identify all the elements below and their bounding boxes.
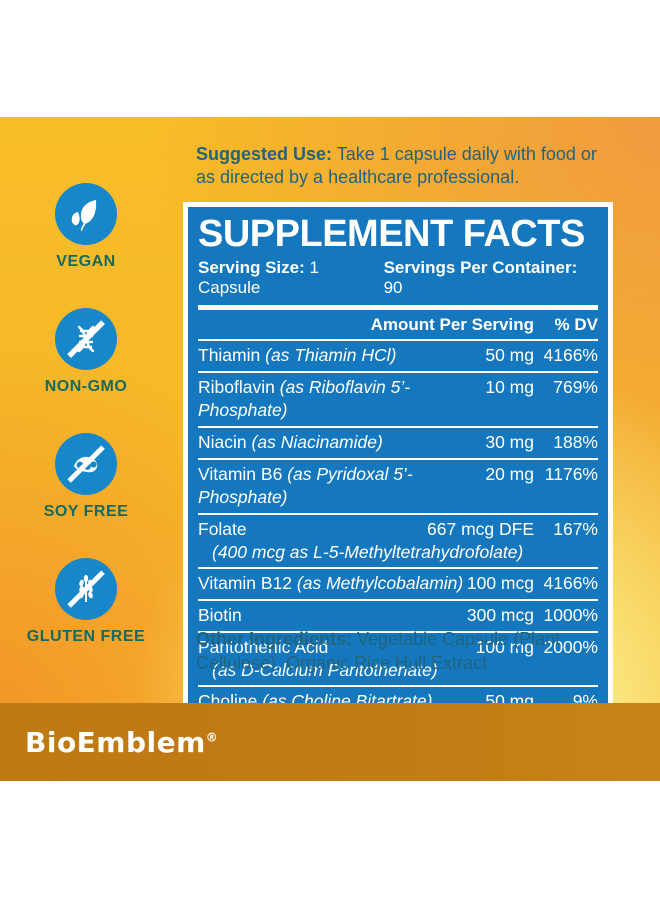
badge-label-soy-free: SOY FREE	[43, 503, 129, 520]
nutrient-dv: 4166%	[543, 345, 599, 365]
badge-column: VEGAN NON-GMO	[25, 183, 147, 647]
nutrient-dv: 188%	[553, 432, 598, 452]
nutrient-name: Vitamin B12 (as Methylcobalamin)	[198, 573, 464, 593]
table-row: Folate 667 mcg DFE 167% (400 mcg as L-5-…	[198, 515, 598, 569]
nutrient-table: Thiamin (as Thiamin HCl) 50 mg 4166% Rib…	[198, 341, 598, 757]
badge-gluten-free: GLUTEN FREE	[25, 558, 147, 647]
badge-label-gluten-free: GLUTEN FREE	[26, 628, 146, 645]
column-amount-per-serving: Amount Per Serving	[370, 315, 534, 334]
nutrient-dv: 4166%	[543, 573, 599, 593]
other-ingredients-label: Other Ingredients:	[196, 629, 353, 649]
badge-label-non-gmo: NON-GMO	[44, 378, 128, 395]
servings-value: 90	[383, 278, 403, 297]
other-ingredients-text: Other Ingredients: Vegetable Capsule (Pl…	[196, 627, 626, 675]
table-row: Biotin 300 mcg 1000%	[198, 601, 598, 633]
suggested-use-text: Suggested Use: Take 1 capsule daily with…	[196, 143, 620, 189]
table-row: Pantothenic Acid 100 mg 2000% (as D-Calc…	[198, 633, 598, 687]
other-ingredients-body: Vegetable Capsule (Plant Cellulose), Org…	[196, 629, 561, 673]
nutrient-name: Folate	[198, 519, 247, 539]
badge-non-gmo: NON-GMO	[25, 308, 147, 397]
nutrient-name: Vitamin B6 (as Pyridoxal 5’-Phosphate)	[198, 464, 413, 507]
table-row: Niacin (as Niacinamide) 30 mg 188%	[198, 428, 598, 460]
serving-size: Serving Size: 1 Capsule	[198, 258, 384, 298]
brand-name: BioEmblem	[25, 725, 206, 759]
nutrient-dv: 1176%	[544, 464, 598, 484]
table-row: Thiamin (as Thiamin HCl) 50 mg 4166%	[198, 341, 598, 373]
nutrient-name: Niacin (as Niacinamide)	[198, 432, 383, 452]
nutrient-dv: 769%	[553, 377, 598, 397]
badge-label-vegan: VEGAN	[56, 253, 116, 270]
bottom-margin	[0, 781, 660, 900]
column-header: Amount Per Serving % DV	[198, 310, 598, 341]
nutrient-dv: 167%	[553, 519, 598, 539]
badge-soy-free: SOY FREE	[25, 433, 147, 522]
nutrient-amount: 300 mcg	[466, 605, 534, 625]
nutrient-dv: 2000%	[543, 637, 599, 657]
nutrient-name: Biotin	[198, 605, 242, 625]
nutrient-amount: 10 mg	[485, 377, 534, 397]
no-dna-icon	[55, 308, 117, 370]
brand-logo: BioEmblem®	[25, 726, 218, 759]
nutrient-amount: 667 mcg DFE	[427, 519, 534, 539]
column-percent-dv: % DV	[554, 315, 598, 334]
badge-vegan: VEGAN	[25, 183, 147, 272]
nutrient-amount: 100 mcg	[466, 573, 534, 593]
divider-thick	[198, 305, 598, 310]
table-row: Vitamin B6 (as Pyridoxal 5’-Phosphate) 2…	[198, 460, 598, 515]
table-row: Riboflavin (as Riboflavin 5’-Phosphate) …	[198, 373, 598, 428]
nutrient-amount: 20 mg	[485, 464, 534, 484]
nutrient-name: Pantothenic Acid	[198, 637, 329, 657]
leaf-icon	[55, 183, 117, 245]
panel-title: SUPPLEMENT FACTS	[198, 213, 585, 255]
table-row: Vitamin B12 (as Methylcobalamin) 100 mcg…	[198, 569, 598, 601]
servings-label: Servings Per Container:	[383, 258, 578, 277]
nutrient-sub-note: (400 mcg as L-5-Methyltetrahydrofolate)	[212, 542, 524, 562]
nutrient-amount: 50 mg	[485, 345, 534, 365]
serving-info: Serving Size: 1 Capsule Servings Per Con…	[198, 258, 598, 298]
nutrient-amount: 100 mg	[475, 637, 534, 657]
registered-mark: ®	[205, 730, 219, 745]
suggested-use-body: Take 1 capsule daily with food or as dir…	[196, 144, 597, 187]
suggested-use-label: Suggested Use:	[196, 144, 333, 164]
no-wheat-icon	[55, 558, 117, 620]
serving-size-label: Serving Size:	[198, 258, 305, 277]
nutrient-sub-note: (as D-Calcium Pantothenate)	[212, 660, 438, 680]
nutrient-name: Riboflavin (as Riboflavin 5’-Phosphate)	[198, 377, 411, 420]
nutrient-name: Thiamin (as Thiamin HCl)	[198, 345, 397, 365]
servings-per-container: Servings Per Container: 90	[384, 258, 598, 298]
serving-size-value: 1 Capsule	[198, 258, 319, 297]
footer-band: BioEmblem®	[0, 703, 660, 781]
nutrient-dv: 1000%	[543, 605, 599, 625]
no-soybean-icon	[55, 433, 117, 495]
nutrient-amount: 30 mg	[485, 432, 534, 452]
